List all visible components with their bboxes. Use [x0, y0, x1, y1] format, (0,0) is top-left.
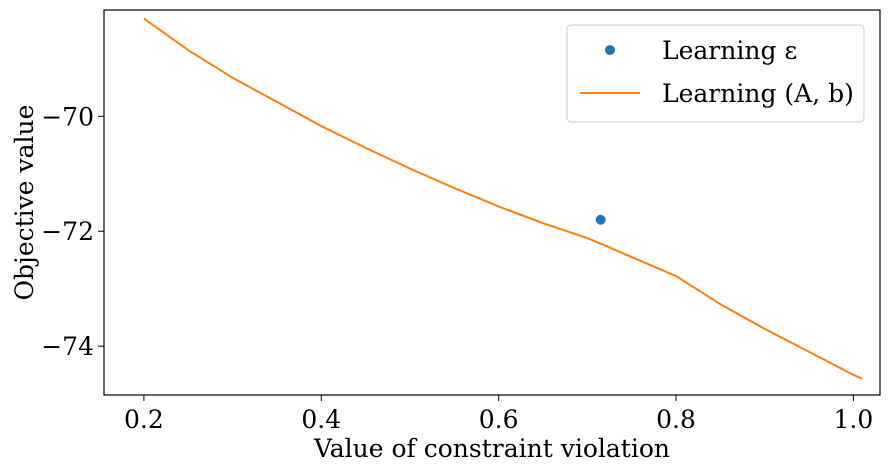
legend-label-learning-epsilon: Learning ε [662, 36, 797, 65]
legend-box [566, 24, 865, 123]
y-tick-label: −72 [41, 217, 94, 246]
series-line-learning-ab [143, 17, 863, 380]
axes-frame [103, 9, 881, 396]
y-tick-label: −70 [41, 102, 94, 131]
y-tick-label: −74 [41, 332, 94, 361]
x-tick-label: 0.8 [656, 405, 696, 434]
legend: Learning ε Learning (A, b) [566, 24, 865, 123]
x-tick-label: 0.6 [479, 405, 519, 434]
data-point-learning-epsilon [595, 214, 606, 225]
legend-label-learning-ab: Learning (A, b) [662, 79, 854, 108]
plot-area [143, 17, 863, 380]
x-tick-label: 1.0 [834, 405, 874, 434]
x-tick-label: 0.2 [124, 405, 164, 434]
x-tick-label: 0.4 [301, 405, 341, 434]
tick-group: 0.2 0.4 0.6 0.8 1.0 −70 −72 −74 [41, 102, 873, 434]
legend-marker-learning-epsilon [605, 45, 615, 55]
x-axis-label: Value of constraint violation [313, 434, 670, 463]
y-axis-label: Objective value [10, 105, 39, 301]
